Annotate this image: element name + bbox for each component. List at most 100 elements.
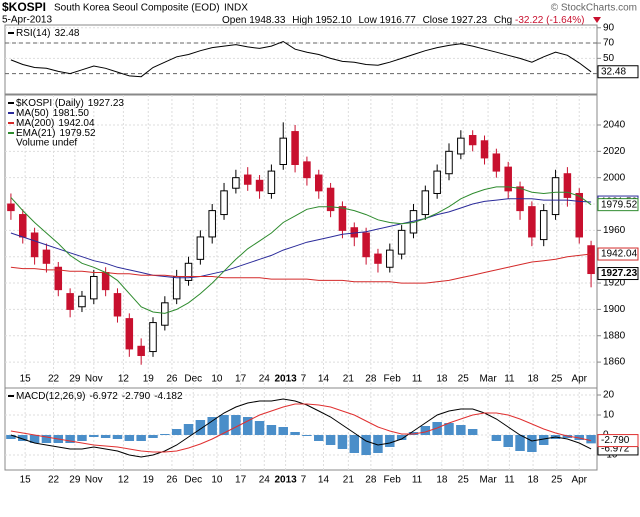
histogram-bar — [278, 427, 288, 435]
histogram-bar — [29, 435, 40, 443]
candle-body — [421, 190, 430, 216]
value-tag-box — [597, 198, 639, 212]
legend-entry: MACD(12,26,9) -6.972 -2.790 -4.182 — [16, 391, 183, 402]
x-tick-label: Nov — [85, 475, 103, 486]
candle-body — [125, 318, 134, 350]
y-tick-label: 2000 — [603, 172, 626, 183]
series-line — [10, 40, 592, 78]
x-tick-label: 12 — [118, 374, 130, 385]
x-tick-label: 21 — [343, 475, 355, 486]
x-tick-label: 29 — [69, 475, 81, 486]
histogram-bar — [160, 434, 170, 435]
histogram-bar — [6, 435, 16, 439]
candle-body — [315, 174, 323, 192]
open: 1948.33 — [249, 15, 286, 26]
x-tick-label: 19 — [143, 475, 155, 486]
x-tick-label: 28 — [365, 475, 377, 486]
value-tag: 1979.52 — [601, 199, 638, 210]
x-tick-label: 15 — [20, 374, 32, 385]
histogram-bar — [491, 435, 502, 441]
x-tick-label: 25 — [458, 374, 470, 385]
down-arrow — [593, 17, 601, 23]
value-tag-box — [597, 247, 639, 261]
candle-body — [243, 174, 252, 185]
y-tick-label: 2020 — [603, 146, 626, 157]
y-tick-label: 1960 — [603, 225, 626, 236]
x-tick-label: 25 — [551, 475, 563, 486]
x-tick-label: 21 — [343, 374, 355, 385]
legend-entry: EMA(21) 1979.52 — [16, 128, 96, 139]
x-tick-label: 18 — [436, 475, 448, 486]
histogram-bar — [77, 435, 87, 441]
candle-body — [504, 166, 512, 192]
candle-body — [255, 179, 264, 192]
candle-body — [137, 345, 145, 357]
legend-text: MACD(12,26,9) — [16, 391, 85, 402]
legend-text: MA(200) — [16, 118, 54, 129]
legend-text: RSI(14) — [16, 28, 50, 39]
close-label: Close — [423, 15, 449, 26]
panel-frame — [4, 387, 598, 471]
x-tick-label: 26 — [166, 374, 178, 385]
candle-body — [19, 214, 27, 238]
candle-body — [492, 153, 501, 172]
low-label: Low — [358, 15, 377, 26]
chg: -32.22 (-1.64%) — [515, 15, 584, 26]
histogram-bar — [219, 415, 229, 435]
candle-body — [468, 135, 477, 146]
candle-body — [374, 253, 382, 264]
candle-body — [528, 206, 536, 238]
candle-body — [303, 161, 311, 179]
candle-body — [563, 173, 572, 198]
histogram-bar — [503, 435, 513, 447]
candle-body — [54, 266, 63, 291]
y-tick-label: 1900 — [603, 304, 626, 315]
x-tick-label: 10 — [211, 475, 223, 486]
x-tick-label: 18 — [528, 374, 540, 385]
x-tick-label: Dec — [184, 374, 202, 385]
x-tick-label: 25 — [458, 475, 470, 486]
x-tick-label: 29 — [69, 374, 81, 385]
histogram-bar — [242, 417, 253, 435]
x-tick-label: Feb — [384, 475, 402, 486]
histogram-bar — [171, 429, 182, 435]
candle-body — [113, 293, 122, 317]
legend-entry: RSI(14) 32.48 — [16, 28, 80, 39]
x-tick-label: Dec — [184, 475, 202, 486]
candle-body — [575, 192, 583, 238]
x-tick-label: 11 — [504, 374, 515, 385]
x-tick-label: 25 — [551, 374, 563, 385]
legend-text: -2.790 — [122, 391, 151, 402]
histogram-bar — [290, 432, 300, 435]
histogram-bar — [314, 435, 324, 441]
candle-body — [78, 295, 86, 308]
x-tick-label: 24 — [259, 475, 271, 486]
candle-body — [161, 302, 169, 326]
low: 1916.77 — [380, 15, 417, 26]
close: 1927.23 — [451, 15, 488, 26]
x-tick-label: 2013 — [274, 374, 297, 385]
candle-body — [90, 275, 98, 300]
x-tick-label: 28 — [365, 374, 377, 385]
series-line — [10, 398, 592, 458]
y-tick-label: 1920 — [603, 278, 626, 289]
candle-body — [397, 229, 406, 255]
histogram-bar — [112, 435, 123, 439]
histogram-bar — [586, 435, 596, 444]
legend-entry: $KOSPI (Daily) 1927.23 — [16, 98, 124, 109]
y-tick-label: 10 — [603, 410, 615, 421]
candle-body — [149, 322, 157, 353]
histogram-bar — [444, 423, 454, 435]
legend-text: 1981.50 — [53, 108, 90, 119]
candle-body — [220, 190, 228, 216]
candle-body — [66, 293, 74, 310]
x-tick-label: 11 — [412, 475, 423, 486]
candle-body — [480, 140, 489, 159]
histogram-bar — [65, 435, 75, 443]
candle-body — [433, 170, 441, 194]
candle-body — [172, 275, 181, 300]
legend-text: MA(50) — [16, 108, 49, 119]
candle-body — [7, 203, 15, 212]
series-line — [10, 403, 592, 453]
